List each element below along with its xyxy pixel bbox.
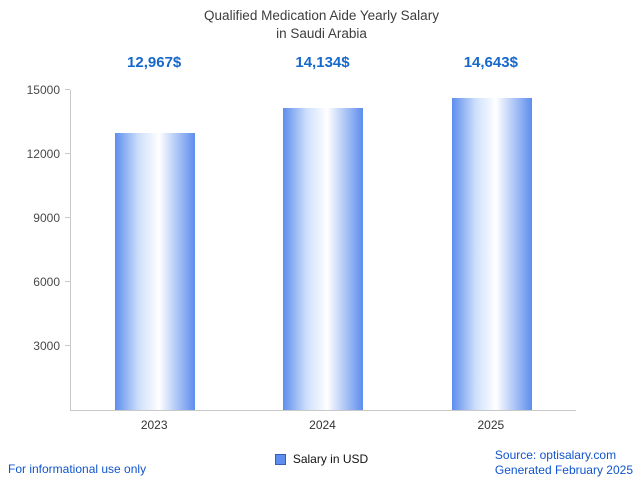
y-tick-mark xyxy=(65,217,70,218)
footer-source-block: Source: optisalary.com Generated Februar… xyxy=(495,448,633,478)
bar-2024 xyxy=(283,108,364,410)
y-tick-label-12000: 12000 xyxy=(26,147,60,161)
value-label-2023: 12,967$ xyxy=(127,54,182,71)
y-tick-mark xyxy=(65,345,70,346)
value-label-2025: 14,643$ xyxy=(463,54,518,71)
footer-generated: Generated February 2025 xyxy=(494,463,633,477)
footer-source: Source: optisalary.com xyxy=(494,448,617,462)
y-axis: 3000 6000 9000 12000 15000 xyxy=(0,83,70,410)
chart-legend: Salary in USD xyxy=(0,452,643,466)
chart-title-line2: in Saudi Arabia xyxy=(276,26,367,41)
plot-area xyxy=(70,90,576,411)
legend-swatch-icon xyxy=(274,453,286,465)
bar-2025 xyxy=(451,97,532,410)
x-tick-label-2025: 2025 xyxy=(477,418,505,432)
x-tick-label-2023: 2023 xyxy=(140,418,168,432)
bar-column-2023 xyxy=(71,90,239,410)
y-tick-label-9000: 9000 xyxy=(33,211,60,225)
y-tick-mark xyxy=(65,281,70,282)
footer-disclaimer: For informational use only xyxy=(8,462,147,476)
y-tick-label-15000: 15000 xyxy=(26,83,60,97)
x-tick-label-2024: 2024 xyxy=(309,418,336,432)
chart-title-line1: Qualified Medication Aide Yearly Salary xyxy=(204,8,439,23)
y-tick-label-6000: 6000 xyxy=(33,275,60,289)
y-tick-label-3000: 3000 xyxy=(33,339,60,353)
bar-column-2025 xyxy=(408,90,576,410)
x-axis-labels: 2023 2024 2025 xyxy=(70,418,575,432)
value-labels-row: 12,967$ 14,134$ 14,643$ xyxy=(70,54,575,71)
y-tick-mark xyxy=(65,89,70,90)
legend-label: Salary in USD xyxy=(292,452,369,466)
bar-column-2024 xyxy=(239,90,407,410)
bar-2023 xyxy=(115,133,196,410)
value-label-2024: 14,134$ xyxy=(295,54,350,71)
chart-title: Qualified Medication Aide Yearly Salary … xyxy=(0,7,643,43)
y-tick-mark xyxy=(65,153,70,154)
